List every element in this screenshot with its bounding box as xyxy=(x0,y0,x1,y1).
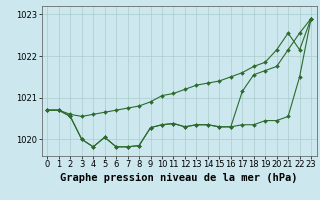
X-axis label: Graphe pression niveau de la mer (hPa): Graphe pression niveau de la mer (hPa) xyxy=(60,173,298,183)
